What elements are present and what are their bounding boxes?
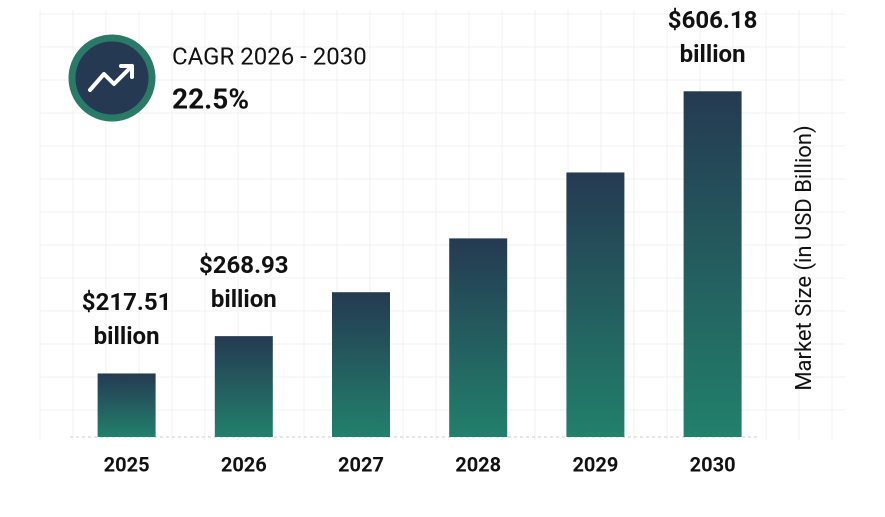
value-label: $606.18 billion <box>667 6 758 69</box>
value-label: $217.51 billion <box>81 288 172 351</box>
cagr-icon-arrow <box>88 64 134 92</box>
cagr-icon-arrowhead <box>119 64 134 79</box>
bar <box>449 238 508 437</box>
x-tick-label: 2030 <box>690 452 736 476</box>
bar <box>566 172 625 437</box>
value-label: $268.93 billion <box>199 251 289 314</box>
bar <box>214 336 273 437</box>
bar <box>332 292 390 437</box>
cagr-icon <box>68 34 156 122</box>
x-tick-label: 2027 <box>338 452 384 476</box>
x-tick-label: 2025 <box>104 452 150 476</box>
cagr-value: 22.5% <box>172 82 249 115</box>
bar <box>97 373 156 437</box>
cagr-label: CAGR 2026 - 2030 <box>172 42 367 70</box>
x-tick-label: 2029 <box>572 452 618 476</box>
x-tick-label: 2026 <box>221 452 267 476</box>
x-tick-label: 2028 <box>455 452 501 476</box>
y-axis-label: Market Size (in USD Billion) <box>792 125 817 390</box>
bar <box>683 91 742 437</box>
